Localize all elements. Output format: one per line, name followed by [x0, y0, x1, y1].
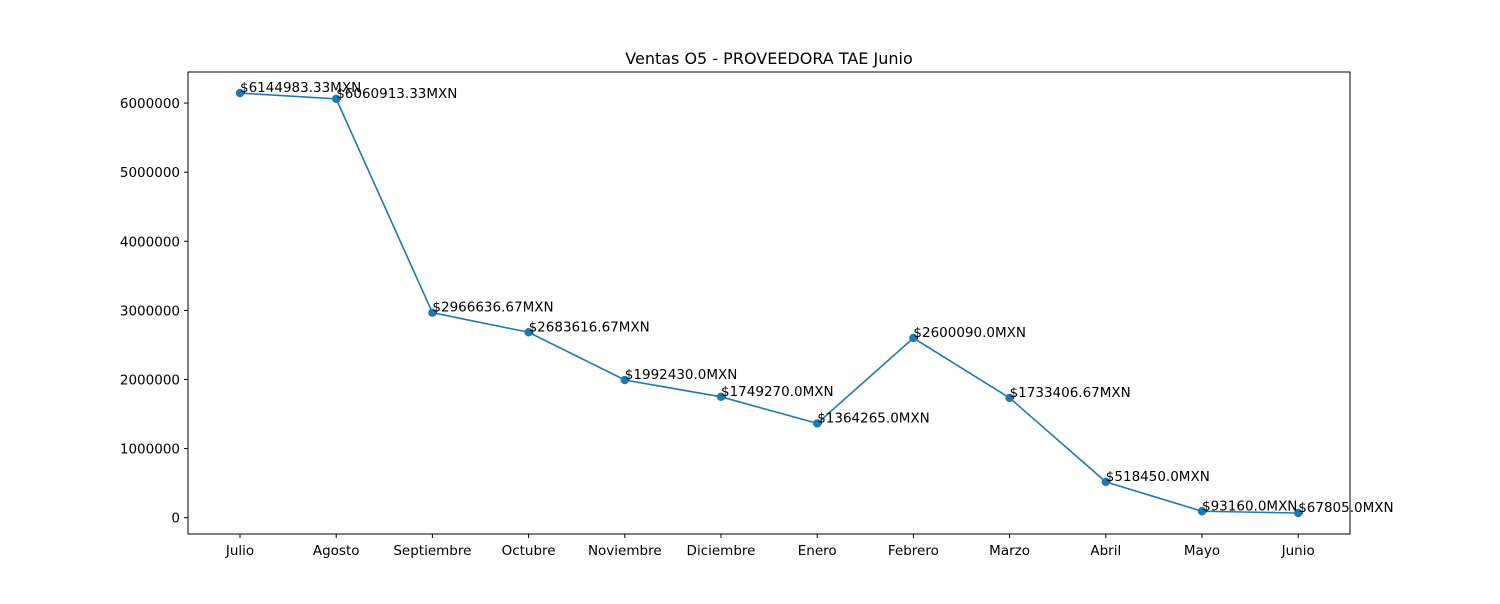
data-point	[1197, 507, 1207, 516]
y-tick-label: 3000000	[120, 303, 180, 319]
data-point	[1005, 393, 1014, 403]
plot-area-frame	[187, 71, 1351, 535]
data-point	[332, 94, 341, 104]
x-tick-label: Noviembre	[588, 543, 662, 559]
data-label: $1992430.0MXN	[625, 367, 738, 383]
y-tick-label: 4000000	[120, 234, 180, 250]
data-label: $2683616.67MXN	[529, 319, 650, 335]
y-tick-label: 1000000	[120, 442, 180, 458]
data-point	[235, 88, 245, 98]
data-point	[428, 308, 437, 317]
y-axis: 0 1000000 2000000 3000000 4000000 5000000 6000…	[120, 96, 188, 527]
data-label: $2966636.67MXN	[432, 300, 553, 316]
data-label: $1733406.67MXN	[1010, 385, 1131, 401]
data-point	[909, 333, 918, 343]
x-tick-label: Junio	[1281, 543, 1315, 559]
data-label: $518450.0MXN	[1106, 469, 1210, 485]
data-point	[716, 392, 726, 402]
y-tick-label: 6000000	[120, 96, 180, 112]
x-tick-label: Mayo	[1184, 543, 1220, 559]
data-label: $2600090.0MXN	[913, 325, 1026, 341]
data-point	[1101, 477, 1111, 487]
data-label: $93160.0MXN	[1202, 498, 1297, 514]
data-point	[1294, 508, 1303, 518]
y-tick-label: 5000000	[120, 165, 180, 181]
x-axis: Julio Agosto Septiembre Octubre Noviembre Dic…	[225, 534, 1315, 559]
x-tick-label: Febrero	[888, 543, 939, 559]
x-tick-label: Diciembre	[687, 543, 756, 559]
x-tick-label: Marzo	[989, 543, 1030, 559]
data-point	[620, 375, 629, 385]
data-label: $1364265.0MXN	[817, 410, 930, 426]
y-tick-label: 2000000	[120, 372, 180, 388]
series-ventas	[235, 88, 1303, 518]
x-tick-label: Septiembre	[393, 543, 471, 559]
data-label: $6144983.33MXN	[240, 80, 361, 96]
data-label: $6060913.33MXN	[336, 86, 457, 102]
x-tick-label: Abril	[1090, 543, 1121, 559]
chart-title: Ventas O5 - PROVEEDORA TAE Junio	[625, 49, 912, 68]
y-tick-label: 0	[171, 511, 180, 527]
x-tick-label: Agosto	[313, 543, 360, 559]
data-point	[524, 328, 533, 337]
data-label: $1749270.0MXN	[721, 384, 834, 400]
x-tick-label: Julio	[225, 543, 254, 559]
x-tick-label: Octubre	[502, 543, 556, 559]
data-labels: $6144983.33MXN$6060913.33MXN $2966636.67M…	[240, 80, 1394, 516]
series-line	[239, 92, 1299, 514]
x-tick-label: Enero	[798, 543, 837, 559]
data-label: $67805.0MXN	[1298, 500, 1393, 516]
data-point	[813, 419, 822, 428]
